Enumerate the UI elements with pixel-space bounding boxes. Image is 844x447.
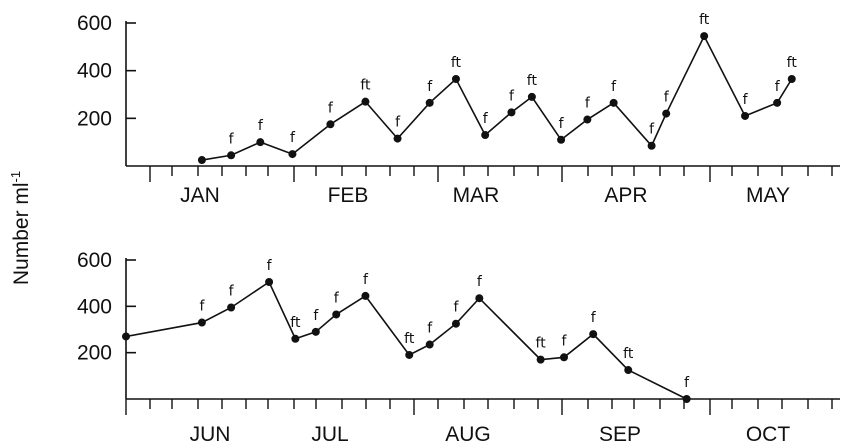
point-annotation: f [290,130,296,146]
y-axis-label-sup: -1 [8,171,23,183]
data-point [787,75,796,84]
month-label: JUN [190,423,231,446]
data-point [425,98,434,107]
point-annotation: f [427,321,433,337]
point-annotation: ft [451,55,462,71]
data-point [560,353,568,362]
point-annotation: f [313,308,319,324]
data-point [527,92,536,101]
y-tick-label: 600 [77,12,112,35]
data-point [425,340,434,349]
month-label: MAY [746,184,790,207]
data-point [624,366,633,375]
y-tick-label: 600 [77,249,112,272]
month-label: SEP [599,423,641,446]
data-point [773,98,782,107]
point-annotation: f [427,79,433,95]
point-annotation: f [363,272,369,288]
data-point [197,156,206,165]
point-annotation: ft [787,55,798,71]
point-annotation: ft [404,331,415,347]
point-annotation: f [258,118,264,134]
data-point [311,327,320,336]
data-point [451,319,460,328]
y-axis-label: Number ml-1 [8,171,33,285]
data-point [405,350,414,359]
point-annotation: f [229,283,235,299]
point-annotation: f [483,111,489,127]
point-annotation: ft [623,346,634,362]
point-annotation: f [334,290,340,306]
data-point [583,115,592,124]
point-annotation: f [684,375,690,391]
point-annotation: f [649,122,655,138]
data-point [507,108,516,117]
data-point [332,310,341,319]
month-label: APR [604,184,647,207]
point-annotation: f [562,333,568,349]
point-annotation: f [267,258,273,274]
y-tick-label: 400 [77,60,112,83]
data-point [326,120,335,129]
point-annotation: f [559,116,565,132]
y-tick-label: 200 [77,342,112,365]
point-annotation: f [585,96,591,112]
point-annotation: f [611,79,617,95]
y-axis-label-text: Number ml [10,182,33,285]
data-point [662,109,671,118]
month-label: AUG [445,423,491,446]
data-point [288,150,297,159]
point-annotation: ft [527,73,538,89]
point-annotation: f [591,310,597,326]
month-label: JAN [180,184,220,207]
month-label: JUL [311,423,348,446]
data-point [227,151,236,160]
point-annotation: f [199,299,205,315]
data-point [227,303,236,312]
data-point [647,141,656,150]
data-point [741,111,750,120]
data-point [682,395,691,403]
point-annotation: f [477,274,483,290]
data-point [481,131,490,140]
point-annotation: ft [536,336,547,352]
point-annotation: f [775,79,781,95]
data-point [197,318,206,327]
point-annotation: ft [290,315,301,331]
y-tick-label: 400 [77,295,112,318]
data-point [265,278,274,287]
data-point [122,332,130,341]
data-point [361,291,370,300]
point-annotation: f [328,100,334,116]
month-label: OCT [746,423,791,446]
y-tick-label: 200 [77,107,112,130]
data-point [291,334,300,343]
point-annotation: ft [699,12,710,28]
data-point [256,138,265,147]
data-point [700,32,709,41]
point-annotation: f [395,115,401,131]
point-annotation: ft [360,78,371,94]
point-annotation: f [743,92,749,108]
data-point [475,294,484,303]
month-label: FEB [328,184,369,207]
month-label: MAR [453,184,500,207]
point-annotation: f [229,131,235,147]
data-point [393,134,402,143]
data-point [536,355,545,364]
data-point [557,135,566,144]
point-annotation: f [453,300,459,316]
data-point [609,98,618,107]
data-point [589,330,598,339]
point-annotation: f [664,90,670,106]
point-annotation: f [509,88,515,104]
data-point [451,75,460,84]
data-point [361,97,370,106]
